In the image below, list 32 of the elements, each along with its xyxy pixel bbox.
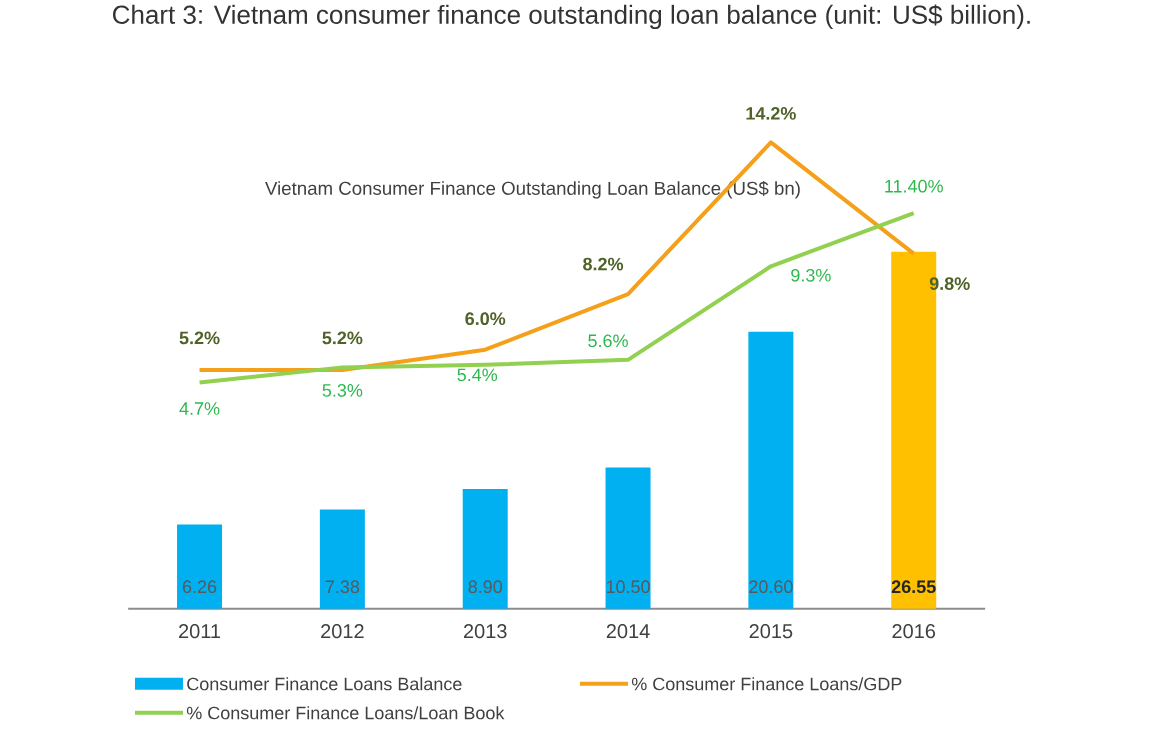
- bar: [177, 524, 223, 609]
- bar: [462, 489, 508, 609]
- bar: [605, 467, 651, 609]
- legend-label: % Consumer Finance Loans/GDP: [631, 677, 902, 691]
- bar: [748, 331, 794, 609]
- x-tick-label: 2013: [463, 624, 507, 639]
- data-label: 6.0%: [465, 312, 506, 326]
- x-tick-label: 2011: [179, 624, 221, 639]
- data-label: 11.40%: [885, 179, 943, 193]
- data-label: 6.26: [182, 580, 217, 594]
- bar: [319, 509, 365, 609]
- data-label: 5.6%: [588, 334, 628, 348]
- data-label: 8.90: [468, 580, 503, 594]
- data-label: 9.3%: [791, 269, 831, 282]
- data-label: 5.4%: [457, 368, 498, 382]
- data-label: 8.2%: [583, 257, 624, 271]
- data-label: 26.55: [891, 580, 936, 594]
- data-label: 10.50: [606, 580, 650, 594]
- x-tick-label: 2014: [606, 624, 650, 639]
- data-label: 5.3%: [322, 384, 363, 397]
- data-label: 5.2%: [179, 331, 220, 345]
- data-label: 14.2%: [746, 107, 796, 120]
- data-label: 4.7%: [179, 402, 220, 415]
- data-label: 7.38: [325, 580, 360, 594]
- x-tick-label: 2012: [321, 624, 364, 639]
- data-label: 5.2%: [322, 331, 363, 345]
- data-label: 20.60: [749, 580, 793, 594]
- x-tick-label: 2016: [892, 624, 936, 639]
- chart-title: Chart 3: Vietnam consumer finance outstanding loan balance (unit: US$ billion).: [113, 4, 1030, 30]
- legend-label: Consumer Finance Loans Balance: [187, 677, 462, 691]
- x-tick-label: 2015: [749, 624, 793, 639]
- legend-label: % Consumer Finance Loans/Loan Book: [186, 706, 505, 720]
